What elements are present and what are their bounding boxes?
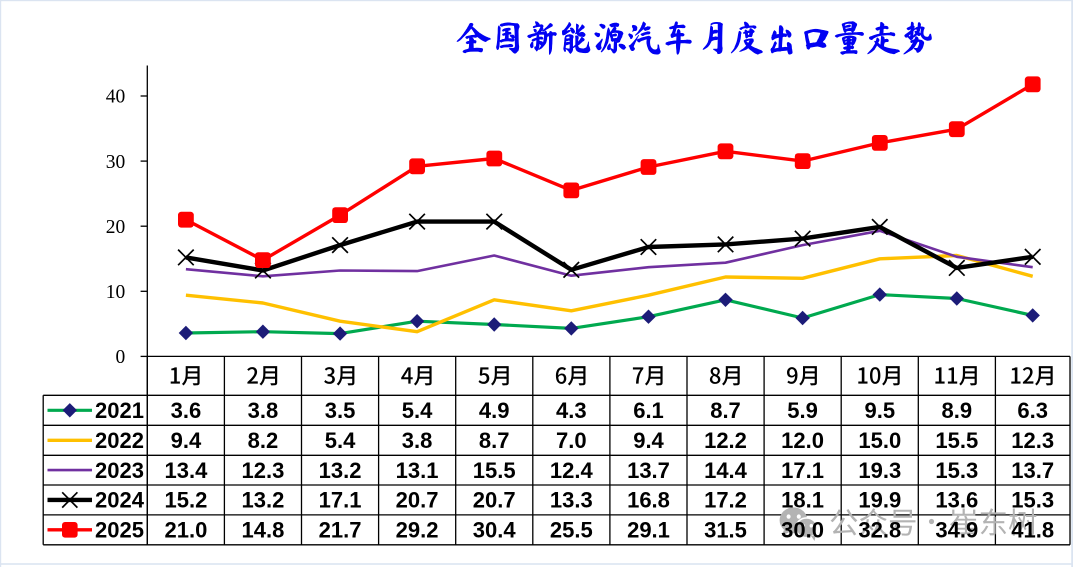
svg-text:13.7: 13.7 (1011, 458, 1054, 483)
svg-text:21.7: 21.7 (319, 517, 362, 542)
svg-text:8.7: 8.7 (479, 428, 510, 453)
svg-text:15.2: 15.2 (164, 488, 207, 513)
svg-text:15.5: 15.5 (935, 428, 978, 453)
svg-text:13.7: 13.7 (627, 458, 670, 483)
svg-text:3.6: 3.6 (171, 398, 202, 423)
svg-text:30: 30 (106, 152, 126, 173)
svg-text:25.5: 25.5 (550, 517, 593, 542)
svg-text:13.6: 13.6 (935, 488, 978, 513)
svg-text:32.8: 32.8 (858, 517, 901, 542)
svg-text:8.7: 8.7 (710, 398, 741, 423)
svg-text:30.4: 30.4 (473, 517, 517, 542)
svg-text:13.2: 13.2 (241, 488, 284, 513)
svg-text:4.9: 4.9 (479, 398, 510, 423)
svg-text:15.3: 15.3 (1011, 488, 1054, 513)
svg-text:31.5: 31.5 (704, 517, 747, 542)
svg-text:3.8: 3.8 (402, 428, 433, 453)
svg-text:3.8: 3.8 (248, 398, 279, 423)
svg-text:17.1: 17.1 (319, 488, 362, 513)
svg-text:13.4: 13.4 (164, 458, 208, 483)
svg-text:2021: 2021 (95, 398, 144, 423)
svg-text:9.5: 9.5 (865, 398, 896, 423)
svg-text:17.1: 17.1 (781, 458, 824, 483)
svg-text:16.8: 16.8 (627, 488, 670, 513)
svg-text:20: 20 (106, 217, 126, 238)
svg-text:8.2: 8.2 (248, 428, 279, 453)
svg-text:29.2: 29.2 (396, 517, 439, 542)
svg-text:6.1: 6.1 (633, 398, 664, 423)
svg-text:12.0: 12.0 (781, 428, 824, 453)
svg-text:19.3: 19.3 (858, 458, 901, 483)
svg-text:14.4: 14.4 (704, 458, 748, 483)
svg-text:12.4: 12.4 (550, 458, 594, 483)
svg-text:12.3: 12.3 (241, 458, 284, 483)
svg-text:18.1: 18.1 (781, 488, 824, 513)
svg-text:3.5: 3.5 (325, 398, 356, 423)
svg-text:2023: 2023 (95, 458, 144, 483)
svg-text:15.3: 15.3 (935, 458, 978, 483)
svg-text:4.3: 4.3 (556, 398, 587, 423)
svg-text:14.8: 14.8 (241, 517, 284, 542)
svg-text:34.9: 34.9 (935, 517, 978, 542)
svg-text:12.3: 12.3 (1011, 428, 1054, 453)
svg-text:6.3: 6.3 (1017, 398, 1048, 423)
svg-text:5.4: 5.4 (325, 428, 356, 453)
svg-text:0: 0 (116, 347, 126, 368)
svg-text:15.5: 15.5 (473, 458, 516, 483)
svg-text:21.0: 21.0 (164, 517, 207, 542)
svg-text:29.1: 29.1 (627, 517, 670, 542)
svg-text:10: 10 (106, 282, 126, 303)
svg-text:8.9: 8.9 (942, 398, 973, 423)
svg-text:15.0: 15.0 (858, 428, 901, 453)
svg-text:2022: 2022 (95, 428, 144, 453)
svg-text:12.2: 12.2 (704, 428, 747, 453)
svg-text:2024: 2024 (95, 488, 145, 513)
svg-text:13.1: 13.1 (396, 458, 439, 483)
svg-text:5.4: 5.4 (402, 398, 433, 423)
svg-text:41.8: 41.8 (1011, 517, 1054, 542)
svg-text:30.0: 30.0 (781, 517, 824, 542)
svg-text:19.9: 19.9 (858, 488, 901, 513)
svg-text:5.9: 5.9 (787, 398, 818, 423)
svg-text:20.7: 20.7 (396, 488, 439, 513)
svg-text:9.4: 9.4 (171, 428, 202, 453)
svg-text:40: 40 (106, 87, 126, 108)
svg-text:2025: 2025 (95, 517, 144, 542)
svg-text:17.2: 17.2 (704, 488, 747, 513)
svg-text:20.7: 20.7 (473, 488, 516, 513)
svg-text:13.3: 13.3 (550, 488, 593, 513)
svg-text:9.4: 9.4 (633, 428, 664, 453)
svg-text:13.2: 13.2 (319, 458, 362, 483)
svg-text:7.0: 7.0 (556, 428, 587, 453)
